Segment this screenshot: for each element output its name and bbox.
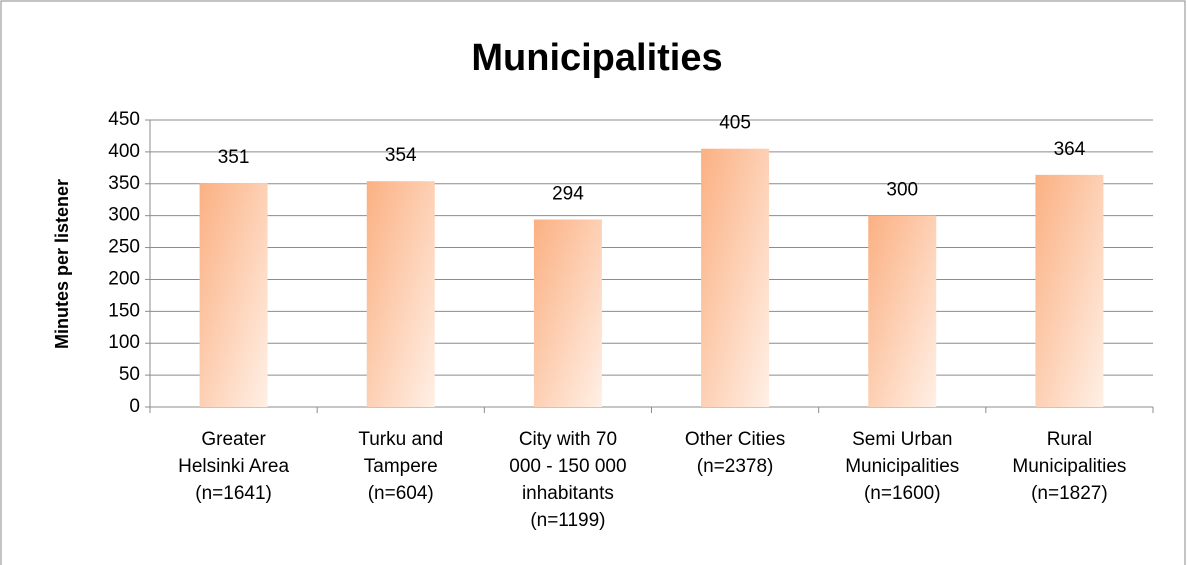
y-tick-label: 200: [108, 268, 140, 289]
chart-title: Municipalities: [471, 37, 722, 79]
x-tick-label: (n=1827): [1031, 483, 1108, 504]
y-axis-label: Minutes per listener: [52, 179, 72, 349]
x-tick-label: inhabitants: [522, 483, 614, 504]
x-tick-label: Rural: [1047, 429, 1092, 450]
x-tick-label: (n=2378): [697, 456, 774, 477]
data-label: 364: [1054, 139, 1086, 160]
data-label: 405: [719, 113, 751, 134]
x-tick-label: Other Cities: [685, 429, 785, 450]
x-tick-label: (n=1199): [530, 510, 605, 531]
bar: [366, 181, 435, 407]
x-tick-label: Helsinki Area: [178, 456, 289, 477]
data-label: 300: [886, 180, 918, 201]
data-label: 354: [385, 145, 417, 166]
bar: [533, 219, 602, 407]
x-tick-label: 000 - 150 000: [509, 456, 626, 477]
y-tick-label: 0: [129, 396, 140, 417]
x-tick-label: (n=1600): [864, 483, 941, 504]
x-tick-label: Municipalities: [1012, 456, 1126, 477]
x-tick-label: Turku and: [358, 429, 443, 450]
bar: [868, 215, 937, 407]
y-tick-label: 100: [108, 332, 140, 353]
x-tick-label: (n=604): [368, 483, 434, 504]
x-tick-label: City with 70: [519, 429, 617, 450]
data-label: 294: [552, 184, 584, 205]
x-tick-label: (n=1641): [195, 483, 272, 504]
y-tick-label: 300: [108, 205, 140, 226]
bar: [199, 183, 268, 407]
bar: [701, 148, 770, 407]
data-label: 351: [218, 147, 250, 168]
y-tick-label: 50: [119, 364, 140, 385]
x-tick-label: Municipalities: [845, 456, 959, 477]
x-tick-label: Semi Urban: [852, 429, 952, 450]
y-tick-label: 250: [108, 237, 140, 258]
x-tick-label: Greater: [201, 429, 266, 450]
x-tick-label: Tampere: [364, 456, 438, 477]
bar: [1035, 174, 1104, 407]
y-tick-label: 150: [108, 300, 140, 321]
y-tick-label: 400: [108, 141, 140, 162]
y-tick-label: 350: [108, 173, 140, 194]
y-tick-label: 450: [108, 109, 140, 130]
